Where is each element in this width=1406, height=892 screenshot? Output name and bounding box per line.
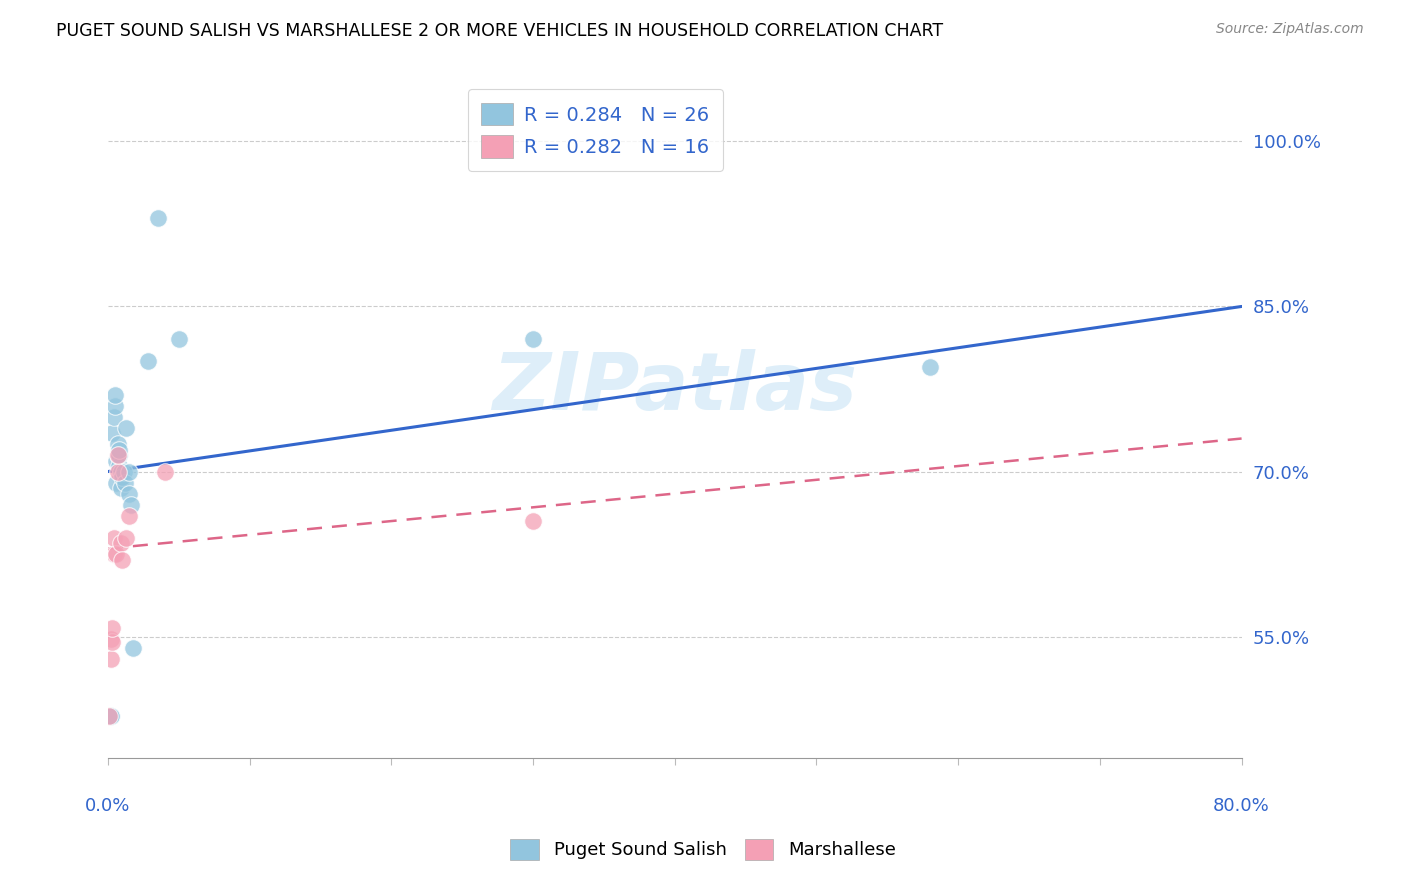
Point [101, 621, 124, 635]
Point [101, 635, 124, 649]
Point [115, 420, 138, 434]
Point [100, 709, 122, 723]
Point [105, 453, 128, 467]
Point [104, 399, 127, 413]
Point [100, 709, 122, 723]
Point [118, 465, 141, 479]
Point [105, 475, 128, 490]
Point [918, 359, 941, 374]
Point [108, 442, 131, 457]
Point [100, 632, 122, 646]
Legend: Puget Sound Salish, Marshallese: Puget Sound Salish, Marshallese [503, 831, 903, 867]
Legend: R = 0.284   N = 26, R = 0.282   N = 16: R = 0.284 N = 26, R = 0.282 N = 16 [468, 89, 723, 171]
Point [114, 475, 136, 490]
Text: ZIPatlas: ZIPatlas [492, 350, 858, 427]
Point [103, 547, 125, 561]
Point [107, 437, 129, 451]
Point [153, 465, 176, 479]
Point [110, 481, 132, 495]
Point [100, 651, 122, 665]
Point [105, 547, 128, 561]
Point [104, 387, 127, 401]
Point [118, 508, 141, 523]
Point [522, 514, 544, 528]
Point [122, 640, 145, 655]
Point [136, 354, 159, 368]
Point [111, 552, 134, 566]
Point [115, 531, 138, 545]
Point [110, 536, 132, 550]
Point [146, 211, 169, 226]
Point [107, 448, 129, 462]
Text: 80.0%: 80.0% [1213, 797, 1270, 814]
Point [103, 409, 125, 424]
Point [108, 448, 131, 462]
Point [110, 465, 132, 479]
Point [118, 486, 141, 500]
Point [522, 333, 544, 347]
Text: PUGET SOUND SALISH VS MARSHALLESE 2 OR MORE VEHICLES IN HOUSEHOLD CORRELATION CH: PUGET SOUND SALISH VS MARSHALLESE 2 OR M… [56, 22, 943, 40]
Point [98, 709, 121, 723]
Point [167, 333, 190, 347]
Point [101, 425, 124, 440]
Point [120, 498, 142, 512]
Text: 0.0%: 0.0% [86, 797, 131, 814]
Point [111, 470, 134, 484]
Point [107, 465, 129, 479]
Point [108, 458, 131, 473]
Point [107, 448, 129, 462]
Point [103, 531, 125, 545]
Text: Source: ZipAtlas.com: Source: ZipAtlas.com [1216, 22, 1364, 37]
Point [112, 465, 135, 479]
